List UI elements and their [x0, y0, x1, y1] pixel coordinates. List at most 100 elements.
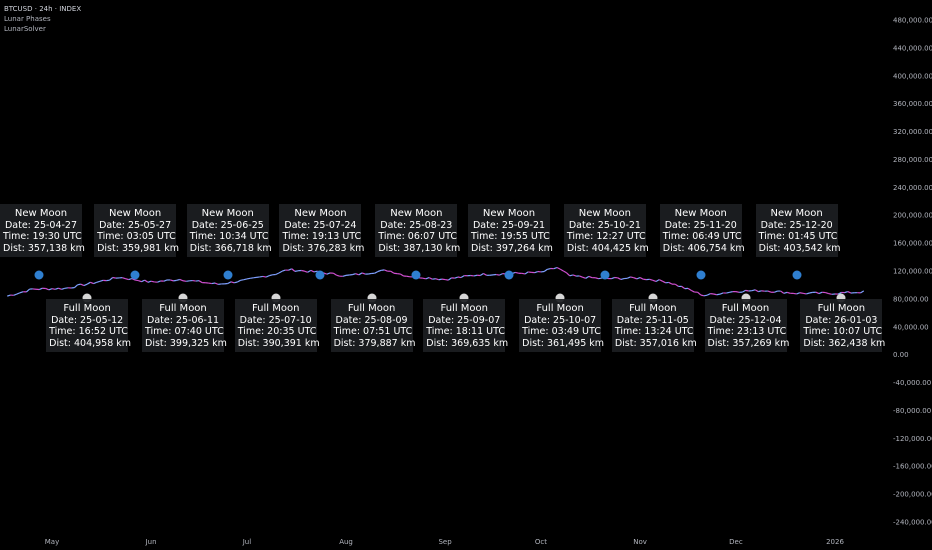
price-line-segment: [716, 293, 721, 296]
price-line-segment: [611, 276, 615, 280]
price-line-segment: [86, 281, 91, 285]
full-moon-label: Full Moon Date: 25-11-05 Time: 13:24 UTC Di…: [611, 299, 697, 353]
indicator-lunarsolver[interactable]: LunarSolver: [4, 25, 46, 33]
moon-date-text: Date: 25-06-25: [191, 219, 264, 231]
new-moon-marker[interactable]: [130, 270, 140, 280]
full-moon-marker[interactable]: [741, 293, 750, 303]
y-tick-label: 320,000.00: [893, 128, 932, 136]
price-line-segment: [687, 287, 692, 291]
full-moon-marker[interactable]: [459, 293, 469, 303]
moon-time-text: Time: 07:40 UTC: [145, 326, 224, 338]
x-tick-label: Oct: [535, 538, 547, 546]
price-line-segment: [278, 270, 283, 274]
indicator-lunar-phases[interactable]: Lunar Phases: [4, 15, 51, 23]
price-line-segment: [633, 277, 638, 280]
moon-phase-text: New Moon: [578, 208, 631, 219]
new-moon-label: New Moon Date: 25-04-27 Time: 19:30 UTC Dis…: [0, 204, 85, 258]
price-line-segment: [780, 290, 785, 294]
price-line-segment: [48, 288, 53, 291]
moon-phase-text: Full Moon: [251, 303, 300, 314]
moon-distance-text: Dist: 357,138 km: [3, 242, 85, 254]
moon-date-text: Date: 25-10-07: [524, 314, 597, 326]
moon-time-text: Time: 20:35 UTC: [237, 326, 317, 338]
full-moon-marker[interactable]: [178, 293, 188, 303]
new-moon-label: New Moon Date: 25-07-24 Time: 19:13 UTC Dis…: [279, 204, 365, 258]
price-line-segment: [173, 279, 177, 282]
price-line-segment: [543, 268, 548, 273]
moon-date-text: Date: 25-07-24: [284, 219, 357, 231]
price-line-segment: [51, 288, 56, 290]
y-tick-label: 480,000.00: [893, 17, 932, 25]
full-moon-marker[interactable]: [367, 293, 377, 303]
price-line-segment: [713, 293, 717, 296]
full-moon-label: Full Moon Date: 25-05-12 Time: 16:52 UTC Di…: [46, 299, 131, 353]
price-line-segment: [428, 277, 433, 280]
price-line-segment: [144, 279, 149, 283]
new-moon-label: New Moon Date: 25-11-20 Time: 06:49 UTC Dis…: [659, 204, 745, 258]
price-line-segment: [250, 277, 254, 279]
price-line-segment: [588, 275, 593, 279]
symbol-title[interactable]: BTCUSD · 24h · INDEX: [4, 5, 82, 13]
new-moon-marker[interactable]: [411, 270, 421, 280]
full-moon-label: Full Moon Date: 25-08-09 Time: 07:51 UTC Di…: [330, 299, 416, 353]
price-line-segment: [595, 277, 599, 280]
price-line-segment: [460, 275, 465, 279]
full-moon-marker[interactable]: [82, 293, 92, 303]
price-line-segment: [521, 272, 526, 275]
new-moon-marker[interactable]: [792, 270, 802, 280]
price-line-segment: [735, 291, 740, 293]
moon-distance-text: Dist: 357,269 km: [707, 337, 790, 349]
moon-phase-text: New Moon: [674, 208, 727, 219]
price-line-segment: [96, 280, 101, 283]
price-line-segment: [828, 292, 832, 295]
y-tick-label: -120,000.00: [893, 435, 932, 443]
moon-distance-text: Dist: 399,325 km: [145, 337, 227, 349]
price-line-segment: [138, 280, 142, 283]
moon-distance-text: Dist: 387,130 km: [378, 242, 461, 254]
price-line-segment: [198, 280, 203, 284]
moon-phase-text: Full Moon: [629, 303, 677, 314]
price-line-segment: [457, 276, 462, 279]
price-line-segment: [582, 276, 586, 279]
price-line-segment: [806, 292, 810, 295]
full-moon-marker[interactable]: [648, 293, 658, 303]
new-moon-marker[interactable]: [223, 270, 233, 280]
moon-distance-text: Dist: 376,283 km: [282, 242, 365, 254]
moon-phase-text: New Moon: [14, 208, 68, 219]
moon-phase-text: Full Moon: [440, 303, 488, 314]
moon-time-text: Time: 06:49 UTC: [662, 231, 742, 243]
new-moon-marker[interactable]: [34, 270, 44, 280]
new-moon-marker[interactable]: [600, 270, 610, 280]
moon-date-text: Date: 25-04-27: [4, 219, 78, 231]
moon-time-text: Time: 12:27 UTC: [566, 231, 646, 243]
new-moon-marker[interactable]: [696, 270, 706, 280]
x-tick-label: Nov: [633, 538, 647, 546]
price-line-segment: [655, 279, 660, 282]
price-line-segment: [652, 279, 657, 283]
new-moon-marker[interactable]: [504, 270, 514, 280]
price-line-segment: [547, 267, 551, 270]
full-moon-label: Full Moon Date: 25-07-10 Time: 20:35 UTC Di…: [234, 299, 320, 353]
price-line-segment: [729, 291, 733, 293]
price-line-segment: [726, 291, 730, 294]
moon-date-text: Date: 25-05-27: [99, 219, 172, 231]
price-line-segment: [358, 272, 363, 276]
price-line-segment: [559, 268, 564, 272]
price-line-segment: [7, 294, 11, 297]
moon-phase-text: New Moon: [390, 208, 443, 219]
moon-date-text: Date: 25-09-07: [428, 314, 501, 326]
price-line-segment: [483, 272, 487, 276]
price-line-segment: [499, 273, 503, 276]
moon-time-text: Time: 07:51 UTC: [333, 326, 413, 338]
full-moon-marker[interactable]: [555, 293, 565, 303]
price-line-segment: [620, 278, 625, 280]
price-line-segment: [668, 281, 673, 285]
price-line-segment: [19, 291, 24, 294]
y-tick-label: 160,000.00: [893, 240, 932, 248]
moon-date-text: Date: 25-08-23: [380, 219, 453, 231]
moon-distance-text: Dist: 359,981 km: [97, 242, 180, 254]
new-moon-marker[interactable]: [315, 270, 325, 280]
full-moon-marker[interactable]: [836, 293, 846, 303]
full-moon-marker[interactable]: [271, 293, 281, 303]
